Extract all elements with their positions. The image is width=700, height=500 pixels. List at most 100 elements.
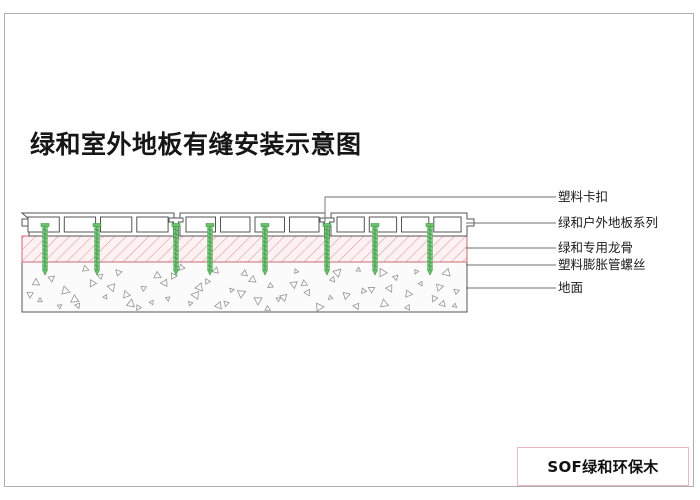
aggregate-mark bbox=[178, 263, 186, 271]
deck-board-cell bbox=[336, 216, 365, 233]
expansion-screw-thread bbox=[207, 264, 213, 268]
aggregate-mark bbox=[240, 269, 249, 277]
aggregate-mark bbox=[229, 287, 235, 294]
expansion-screw-thread bbox=[427, 260, 433, 264]
expansion-screw-thread bbox=[94, 236, 100, 240]
expansion-screw-thread bbox=[42, 248, 48, 252]
aggregate-mark bbox=[417, 280, 423, 287]
expansion-screw-thread bbox=[372, 256, 378, 260]
expansion-screw-tip bbox=[324, 269, 330, 276]
expansion-screw-shank bbox=[94, 225, 100, 271]
aggregate-mark bbox=[171, 272, 178, 280]
aggregate-mark bbox=[327, 294, 334, 301]
aggregate-mark bbox=[102, 293, 108, 300]
aggregate-mark bbox=[115, 269, 123, 277]
expansion-screw-thread bbox=[324, 240, 330, 244]
expansion-screw-thread bbox=[324, 244, 330, 248]
expansion-screw-shank bbox=[372, 225, 378, 271]
expansion-screw-thread bbox=[94, 248, 100, 252]
aggregate-speckles bbox=[26, 263, 461, 312]
expansion-screw-thread bbox=[94, 228, 100, 232]
aggregate-mark bbox=[31, 277, 41, 286]
aggregate-mark bbox=[303, 288, 311, 297]
expansion-screw-thread bbox=[42, 232, 48, 236]
aggregate-mark bbox=[61, 285, 71, 295]
expansion-screw-thread bbox=[173, 244, 179, 248]
expansion-screw-thread bbox=[372, 232, 378, 236]
expansion-screw-thread bbox=[207, 256, 213, 260]
aggregate-mark bbox=[275, 297, 282, 303]
callout-label-expansion-screw: 塑料膨胀管螺丝 bbox=[558, 257, 646, 272]
expansion-screw-shank bbox=[324, 225, 330, 271]
expansion-screw-thread bbox=[173, 260, 179, 264]
expansion-screw-thread bbox=[173, 236, 179, 240]
aggregate-mark bbox=[414, 268, 420, 275]
expansion-screw-thread bbox=[42, 244, 48, 248]
aggregate-mark bbox=[211, 266, 219, 274]
deck-board-group bbox=[20, 212, 475, 237]
aggregate-mark bbox=[140, 286, 148, 293]
deck-board-cell bbox=[100, 216, 133, 233]
aggregate-mark bbox=[267, 281, 274, 289]
expansion-screw-thread bbox=[173, 264, 179, 268]
expansion-screw-thread bbox=[324, 264, 330, 268]
aggregate-mark bbox=[391, 274, 399, 282]
aggregate-mark bbox=[300, 279, 309, 287]
expansion-screw-thread bbox=[207, 228, 213, 232]
expansion-screw-thread bbox=[94, 260, 100, 264]
aggregate-mark bbox=[148, 299, 154, 306]
aggregate-mark bbox=[56, 304, 63, 310]
expansion-screw-head bbox=[92, 223, 102, 227]
expansion-screw-thread bbox=[262, 252, 268, 256]
aggregate-mark bbox=[205, 278, 212, 285]
expansion-screw-thread bbox=[173, 240, 179, 244]
aggregate-mark bbox=[236, 290, 247, 299]
expansion-screw-shank bbox=[427, 225, 433, 271]
expansion-screw-thread bbox=[427, 248, 433, 252]
expansion-screw-thread bbox=[207, 232, 213, 236]
expansion-screw-thread bbox=[427, 228, 433, 232]
expansion-screw-thread bbox=[262, 228, 268, 232]
aggregate-mark bbox=[248, 274, 257, 283]
aggregate-mark bbox=[278, 293, 288, 302]
aggregate-mark bbox=[403, 303, 410, 311]
page-title: 绿和室外地板有缝安装示意图 bbox=[30, 130, 362, 159]
aggregate-mark bbox=[451, 302, 458, 308]
expansion-screw-group bbox=[40, 223, 435, 276]
expansion-screw-thread bbox=[262, 232, 268, 236]
callout-label-outdoor-decking: 绿和户外地板系列 bbox=[558, 215, 659, 230]
expansion-screw-thread bbox=[372, 248, 378, 252]
aggregate-mark bbox=[441, 267, 451, 277]
expansion-screw-thread bbox=[324, 256, 330, 260]
aggregate-mark bbox=[294, 268, 300, 274]
expansion-screw-thread bbox=[173, 228, 179, 232]
expansion-screw-thread bbox=[42, 236, 48, 240]
expansion-screw-thread bbox=[324, 236, 330, 240]
expansion-screw-thread bbox=[94, 232, 100, 236]
expansion-screw-tip bbox=[372, 269, 378, 276]
expansion-screw-thread bbox=[427, 232, 433, 236]
expansion-screw-tip bbox=[173, 269, 179, 276]
brand-logo-box: SOF绿和环保木 bbox=[517, 447, 689, 486]
expansion-screw-thread bbox=[324, 260, 330, 264]
expansion-screw-thread bbox=[207, 248, 213, 252]
expansion-screw-thread bbox=[173, 232, 179, 236]
aggregate-mark bbox=[159, 278, 168, 288]
aggregate-mark bbox=[431, 294, 439, 303]
ground-layer bbox=[21, 261, 468, 313]
aggregate-mark bbox=[328, 275, 336, 283]
expansion-screw-thread bbox=[94, 256, 100, 260]
aggregate-mark bbox=[223, 300, 230, 308]
deck-board-cell bbox=[63, 216, 97, 233]
expansion-screw-thread bbox=[372, 240, 378, 244]
callout-label-ground: 地面 bbox=[558, 280, 584, 295]
aggregate-mark bbox=[342, 291, 351, 301]
aggregate-mark bbox=[384, 284, 393, 293]
aggregate-mark bbox=[453, 288, 461, 296]
callout-leader-lines bbox=[324, 196, 556, 289]
expansion-screw-thread bbox=[262, 264, 268, 268]
brand-logo-text: SOF绿和环保木 bbox=[547, 458, 659, 476]
joist-layer bbox=[21, 235, 468, 263]
expansion-screw-thread bbox=[207, 236, 213, 240]
